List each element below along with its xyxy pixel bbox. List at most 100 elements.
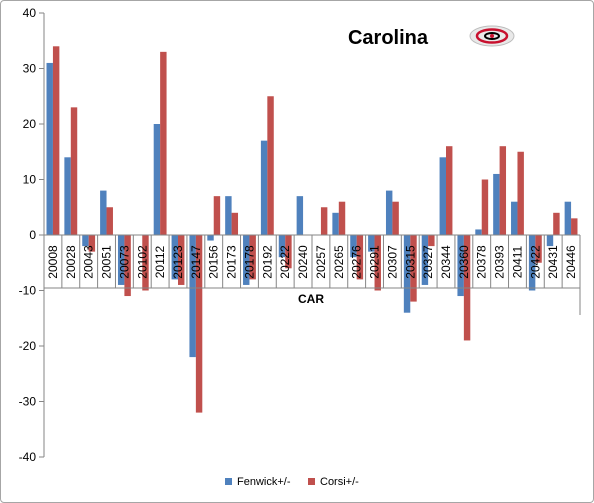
category-label: 20192 [260, 245, 274, 279]
category-label: 20008 [46, 245, 60, 279]
bar-fenwick-20147 [189, 235, 196, 358]
category-label: 20291 [368, 245, 382, 279]
category-label: 20147 [189, 245, 203, 279]
bar-fenwick-20240 [296, 196, 304, 235]
bar-fenwick-20393 [493, 173, 500, 235]
category-label: 20178 [242, 245, 256, 279]
y-tick-label: -20 [19, 339, 37, 353]
y-tick-label: 20 [23, 117, 37, 131]
category-label: 20156 [207, 245, 221, 279]
bar-fenwick-20378 [475, 229, 482, 235]
category-label: 20028 [64, 245, 78, 279]
legend: Fenwick+/- Corsi+/- [225, 476, 359, 488]
bar-corsi-20291 [374, 235, 381, 291]
bar-fenwick-20073 [117, 235, 125, 285]
y-tick-label: -40 [19, 450, 37, 464]
bar-corsi-20178 [249, 235, 256, 280]
bar-corsi-20156 [213, 196, 221, 235]
bar-fenwick-20028 [64, 157, 71, 235]
bar-fenwick-20291 [368, 235, 375, 252]
bar-fenwick-20276 [350, 235, 357, 258]
category-label: 20431 [546, 245, 560, 279]
x-axis-label: CAR [298, 292, 324, 306]
category-label: 20051 [100, 245, 114, 279]
bar-fenwick-20327 [421, 235, 429, 285]
category-label: 20344 [439, 245, 453, 279]
y-tick-label: 0 [29, 228, 36, 242]
bar-fenwick-20112 [153, 124, 161, 235]
y-tick-label: -30 [19, 395, 37, 409]
bar-fenwick-20173 [225, 196, 232, 235]
bar-fenwick-20043 [82, 235, 89, 247]
bar-corsi-20102 [142, 235, 149, 291]
y-tick-label: 40 [23, 6, 37, 20]
bar-corsi-20315 [410, 235, 417, 302]
bar-corsi-20043 [88, 235, 96, 252]
category-label: 20446 [564, 245, 578, 279]
category-label: 20222 [278, 245, 292, 279]
category-label: 20315 [403, 245, 417, 279]
bar-corsi-20123 [178, 235, 185, 285]
category-label: 20327 [421, 245, 435, 279]
bar-corsi-20028 [70, 107, 78, 235]
bar-fenwick-20123 [171, 235, 178, 280]
bar-corsi-20173 [231, 212, 239, 235]
bar-fenwick-20051 [100, 190, 107, 235]
bar-corsi-20446 [571, 218, 578, 235]
category-label: 20265 [332, 245, 346, 279]
bar-fenwick-20008 [46, 62, 53, 236]
bar-fenwick-20446 [564, 201, 572, 235]
category-label: 20102 [135, 245, 149, 279]
y-tick-label: 10 [23, 173, 37, 187]
category-label: 20073 [117, 245, 131, 279]
bar-fenwick-20360 [457, 235, 464, 297]
legend-swatch-0 [225, 478, 232, 485]
category-label: 20257 [314, 245, 328, 279]
category-label: 20240 [296, 245, 310, 279]
bar-corsi-20257 [320, 207, 328, 235]
bar-fenwick-20344 [439, 157, 446, 235]
y-axis: -40 -30 -20 -10 0 10 20 30 40 [19, 6, 45, 464]
category-labels: 20008 20028 20043 20051 20073 20102 20112 20123… [43, 234, 581, 315]
y-tick-label: 30 [23, 62, 37, 76]
category-label: 20378 [475, 245, 489, 279]
category-label: 20307 [385, 245, 399, 279]
bar-corsi-20411 [517, 151, 524, 235]
category-label: 20276 [350, 245, 364, 279]
bar-corsi-20393 [499, 146, 507, 235]
bar-corsi-20147 [195, 235, 203, 413]
legend-label: Corsi+/- [320, 476, 359, 488]
bar-corsi-20327 [428, 235, 435, 247]
bar-corsi-20378 [481, 179, 489, 235]
bar-corsi-20431 [553, 212, 560, 235]
bar-corsi-20276 [356, 235, 364, 280]
bar-fenwick-20156 [207, 235, 214, 241]
bar-fenwick-20178 [243, 235, 250, 285]
chart-title: Carolina [348, 27, 429, 49]
bar-corsi-20344 [446, 146, 453, 235]
bars [46, 46, 578, 413]
legend-swatch-1 [308, 478, 315, 485]
bar-fenwick-20265 [332, 212, 339, 235]
bar-corsi-20422 [535, 235, 542, 263]
bar-corsi-20192 [267, 96, 274, 235]
bar-fenwick-20411 [511, 201, 518, 235]
category-label: 20112 [153, 245, 167, 278]
hurricanes-logo [469, 25, 515, 47]
bar-fenwick-20422 [528, 235, 536, 291]
bar-fenwick-20192 [260, 140, 268, 235]
category-label: 20123 [171, 245, 185, 279]
y-tick-label: -10 [19, 284, 37, 298]
category-label: 20422 [528, 245, 542, 279]
bar-fenwick-20431 [546, 235, 554, 247]
category-label: 20393 [493, 245, 507, 279]
bar-corsi-20051 [106, 207, 113, 235]
bar-corsi-20307 [392, 201, 399, 235]
bar-corsi-20265 [338, 201, 346, 235]
category-label: 20043 [82, 245, 96, 279]
bar-corsi-20008 [52, 46, 60, 235]
bar-corsi-20073 [124, 235, 131, 297]
bar-fenwick-20315 [403, 235, 411, 313]
category-label: 20411 [510, 245, 524, 278]
